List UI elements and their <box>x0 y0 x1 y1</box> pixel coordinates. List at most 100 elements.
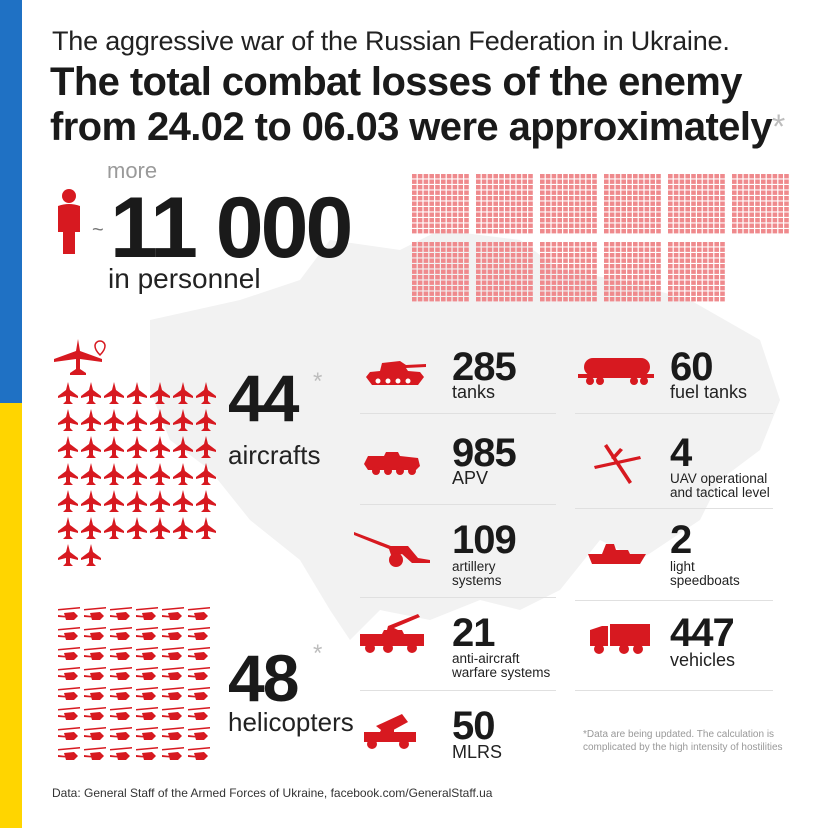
helicopter-icon <box>58 667 80 680</box>
helicopter-icon <box>188 667 210 680</box>
helicopter-icon <box>188 647 210 660</box>
aircraft-icons-grid <box>58 382 216 566</box>
divider <box>575 600 773 601</box>
jet-icon <box>104 382 124 404</box>
divider <box>575 413 773 414</box>
soldier-icon <box>58 189 80 254</box>
uav-drone-icon <box>594 444 641 484</box>
footnote-line-2: complicated by the high intensity of hos… <box>583 742 783 753</box>
helicopter-icon <box>110 667 132 680</box>
jet-icon <box>81 463 101 485</box>
uav-label-line-2: and tactical level <box>670 485 770 500</box>
jet-icon <box>104 436 124 458</box>
helicopter-icon <box>84 727 106 740</box>
helicopter-icon <box>162 607 184 620</box>
divider <box>360 690 556 691</box>
helicopter-icon <box>84 607 106 620</box>
jet-icon <box>58 409 78 431</box>
jet-icon <box>104 490 124 512</box>
footnote: *Data are being updated. The calculation… <box>583 728 803 754</box>
helicopter-icon <box>162 667 184 680</box>
helicopter-icon <box>84 667 106 680</box>
artillery-icon <box>354 532 430 567</box>
jet-icon <box>104 517 124 539</box>
helicopter-icons-grid <box>58 607 210 760</box>
fuel-tanks-label: fuel tanks <box>670 382 748 402</box>
uav-value: 4 <box>670 431 692 475</box>
apv-value: 985 <box>452 431 517 475</box>
page-title: The total combat losses of the enemy fro… <box>50 60 785 150</box>
jet-icon <box>81 490 101 512</box>
jet-icon <box>173 463 193 485</box>
jet-icon <box>173 436 193 458</box>
jet-icon <box>150 517 170 539</box>
helicopter-icon <box>110 687 132 700</box>
jet-icon <box>127 409 147 431</box>
helicopter-icon <box>84 627 106 640</box>
anti-aircraft-value: 21 <box>452 611 495 655</box>
artillery-value: 109 <box>452 518 517 562</box>
speedboats-label-line-1: light <box>670 559 695 574</box>
source-credit: Data: General Staff of the Armed Forces … <box>52 786 493 800</box>
personnel-label: in personnel <box>108 263 261 294</box>
helicopter-icon <box>84 707 106 720</box>
jet-icon <box>58 490 78 512</box>
title-asterisk: * <box>772 108 785 146</box>
title-line-2: from 24.02 to 06.03 were approximately <box>50 105 773 149</box>
jet-icon <box>150 463 170 485</box>
jet-icon <box>196 463 216 485</box>
title-line-1: The total combat losses of the enemy <box>50 60 743 104</box>
helicopter-icon <box>84 647 106 660</box>
airplane-icon <box>54 339 102 375</box>
helicopter-icon <box>110 647 132 660</box>
helicopter-icon <box>162 727 184 740</box>
jet-icon <box>196 409 216 431</box>
mlrs-icon <box>364 714 416 749</box>
aircraft-value: 44 <box>228 361 299 435</box>
subtitle: The aggressive war of the Russian Federa… <box>52 26 730 56</box>
helicopter-icon <box>162 647 184 660</box>
aircraft-asterisk: * <box>313 368 323 395</box>
divider <box>360 597 556 598</box>
helicopter-icon <box>188 687 210 700</box>
artillery-label-line-2: systems <box>452 573 502 588</box>
flag-stripe-yellow <box>0 403 22 828</box>
jet-icon <box>196 490 216 512</box>
uav-label: UAV operational and tactical level <box>670 472 770 500</box>
jet-icon <box>173 517 193 539</box>
jet-icon <box>58 463 78 485</box>
speedboats-label-line-2: speedboats <box>670 573 740 588</box>
mlrs-label: MLRS <box>452 742 503 762</box>
jet-icon <box>127 517 147 539</box>
jet-icon <box>196 436 216 458</box>
helicopter-icon <box>162 687 184 700</box>
helicopter-icon <box>110 707 132 720</box>
divider <box>575 508 773 509</box>
mlrs-value: 50 <box>452 704 495 748</box>
helicopter-icon <box>110 747 132 760</box>
jet-icon <box>196 382 216 404</box>
vehicle-truck-icon <box>590 624 650 654</box>
personnel-prefix: more <box>107 158 158 183</box>
fuel-tank-icon <box>578 358 654 385</box>
jet-icon <box>104 409 124 431</box>
jet-icon <box>173 409 193 431</box>
jet-icon <box>58 436 78 458</box>
speedboats-value: 2 <box>670 518 692 562</box>
jet-icon <box>81 517 101 539</box>
vehicles-value: 447 <box>670 611 735 655</box>
jet-icon <box>150 436 170 458</box>
helicopter-icon <box>136 607 158 620</box>
helicopter-icon <box>110 627 132 640</box>
jet-icon <box>58 544 78 566</box>
helicopter-icon <box>58 727 80 740</box>
uav-label-line-1: UAV operational <box>670 471 768 486</box>
jet-icon <box>81 409 101 431</box>
helicopter-icon <box>188 727 210 740</box>
jet-icon <box>150 409 170 431</box>
vehicles-label: vehicles <box>670 650 736 670</box>
helicopters-asterisk: * <box>313 640 323 667</box>
artillery-label: artillery systems <box>452 560 502 588</box>
jet-icon <box>173 490 193 512</box>
